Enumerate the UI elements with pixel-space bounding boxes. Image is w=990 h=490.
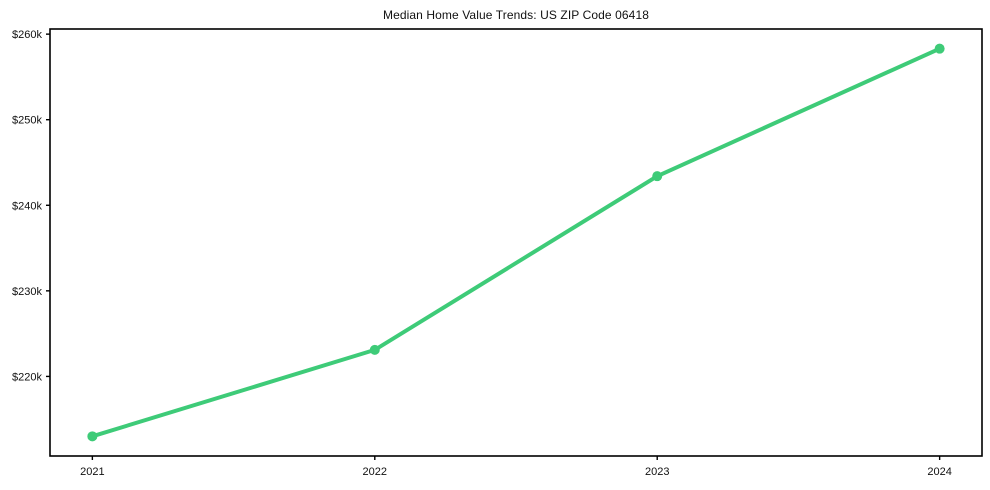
y-tick-label: $260k bbox=[12, 29, 42, 41]
plot-border bbox=[49, 28, 983, 457]
x-tick-label: 2021 bbox=[80, 466, 104, 478]
data-point-2021 bbox=[87, 431, 98, 442]
y-tick-label: $240k bbox=[12, 200, 42, 212]
x-tick-label: 2023 bbox=[645, 466, 669, 478]
x-tick-label: 2024 bbox=[927, 466, 951, 478]
median-home-value-line bbox=[90, 46, 942, 439]
data-point-2024 bbox=[934, 43, 945, 54]
x-tick-label: 2022 bbox=[363, 466, 387, 478]
chart-title: Median Home Value Trends: US ZIP Code 06… bbox=[382, 8, 649, 22]
y-tick-label: $220k bbox=[12, 371, 42, 383]
y-tick-label: $250k bbox=[12, 115, 42, 127]
y-tick-label: $230k bbox=[12, 286, 42, 298]
data-point-2022 bbox=[369, 344, 380, 355]
data-point-2023 bbox=[652, 171, 663, 182]
